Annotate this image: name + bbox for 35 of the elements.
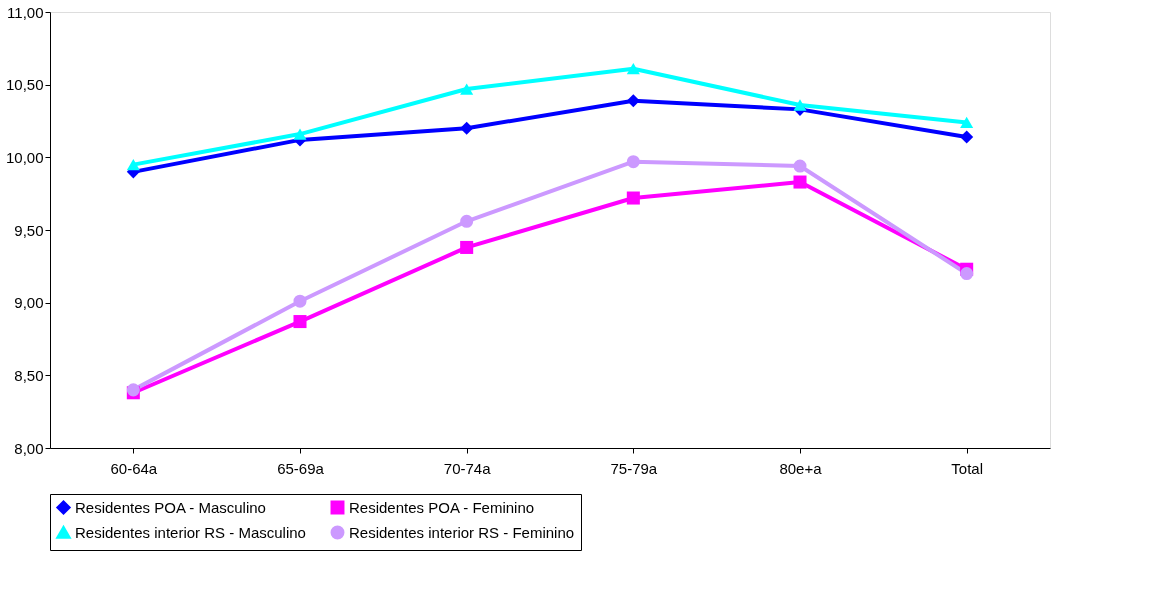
- point: [793, 175, 807, 189]
- y-tick-label: 9,00: [14, 294, 44, 312]
- y-tick-label: 11,00: [7, 3, 44, 21]
- x-tick-label: 75-79a: [610, 459, 658, 477]
- point: [626, 94, 640, 108]
- point: [960, 130, 974, 144]
- point: [626, 155, 640, 169]
- point: [793, 99, 807, 111]
- point: [460, 83, 474, 95]
- point: [460, 240, 474, 254]
- point: [126, 158, 140, 171]
- point: [460, 214, 474, 228]
- x-tick-label: 65-69a: [277, 459, 325, 477]
- point: [960, 267, 974, 281]
- legend-label: Residentes interior RS - Feminino: [349, 523, 575, 541]
- legend-label: Residentes POA - Feminino: [349, 498, 535, 516]
- point: [960, 116, 974, 129]
- point: [293, 294, 307, 308]
- point: [626, 63, 640, 75]
- legend-label: Residentes POA - Masculino: [75, 498, 266, 516]
- point: [293, 128, 307, 140]
- legend-label: Residentes interior RS - Masculino: [75, 523, 306, 541]
- y-tick-label: 10,50: [5, 76, 44, 94]
- x-tick-label: Total: [951, 459, 984, 477]
- point: [793, 159, 807, 173]
- x-tick-label: 70-74a: [443, 459, 492, 477]
- x-tick-label: 80e+a: [779, 459, 823, 477]
- y-tick-label: 9,50: [14, 221, 44, 239]
- x-tick-label: 60-64a: [110, 459, 158, 477]
- y-tick-label: 8,50: [14, 366, 44, 384]
- point: [626, 191, 640, 205]
- point: [293, 315, 307, 329]
- y-tick-label: 10,00: [5, 148, 44, 166]
- point: [460, 121, 474, 135]
- y-tick-label: 8,00: [14, 439, 44, 457]
